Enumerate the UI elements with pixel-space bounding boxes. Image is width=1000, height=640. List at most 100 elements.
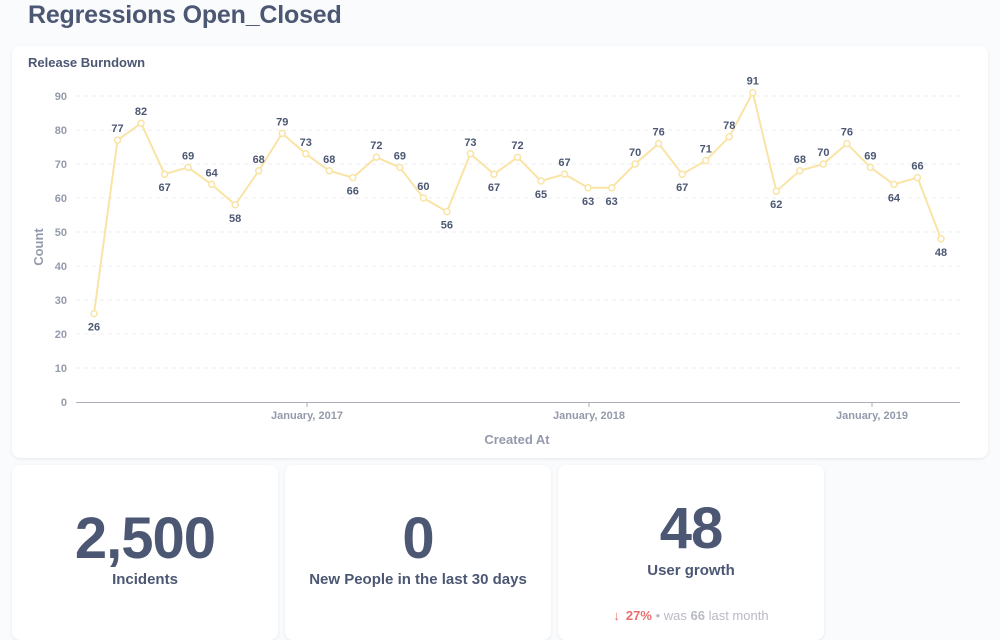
data-point bbox=[490, 170, 498, 178]
y-tick-label: 50 bbox=[55, 227, 67, 239]
data-label: 72 bbox=[370, 140, 382, 152]
data-label: 26 bbox=[88, 322, 100, 334]
trend-separator: • bbox=[655, 608, 661, 623]
user-growth-card[interactable]: 48 User growth ↓ 27% • was 66 last month bbox=[558, 465, 824, 640]
data-label: 58 bbox=[229, 213, 241, 225]
data-label: 63 bbox=[582, 196, 594, 208]
trend-period: last month bbox=[708, 608, 769, 623]
y-tick-label: 30 bbox=[55, 295, 67, 307]
data-point bbox=[584, 184, 592, 192]
data-point bbox=[207, 180, 216, 189]
data-point bbox=[560, 170, 569, 178]
y-tick-label: 40 bbox=[55, 261, 67, 273]
data-label: 69 bbox=[394, 150, 406, 162]
trend-change: 27% bbox=[625, 608, 652, 623]
data-point bbox=[513, 153, 522, 161]
new-people-label[interactable]: New People in the last 30 days bbox=[309, 571, 527, 588]
data-label: 73 bbox=[464, 137, 476, 149]
data-point bbox=[749, 88, 757, 97]
data-label: 78 bbox=[723, 120, 735, 132]
data-point bbox=[466, 150, 475, 158]
data-point bbox=[231, 201, 239, 209]
data-point bbox=[631, 160, 639, 168]
data-label: 68 bbox=[794, 154, 806, 166]
x-tick-label: January, 2019 bbox=[836, 410, 908, 422]
trend-previous-value: 66 bbox=[690, 608, 705, 623]
new-people-value: 0 bbox=[402, 506, 434, 571]
y-tick-label: 60 bbox=[55, 193, 67, 205]
data-label: 70 bbox=[629, 147, 641, 159]
data-point bbox=[678, 170, 686, 178]
data-point bbox=[254, 167, 263, 175]
data-label: 72 bbox=[511, 140, 523, 152]
data-label: 76 bbox=[653, 127, 665, 139]
data-label: 68 bbox=[323, 154, 335, 166]
data-point bbox=[937, 235, 945, 243]
data-point bbox=[160, 170, 169, 178]
y-axis-title: Count bbox=[31, 228, 46, 266]
y-tick-label: 70 bbox=[55, 159, 67, 171]
data-point bbox=[843, 139, 851, 148]
data-label: 64 bbox=[888, 192, 901, 204]
release-burndown-card[interactable]: 0 10 20 30 40 50 60 70 80 90 January, 2017 January,… bbox=[12, 46, 988, 458]
data-point bbox=[184, 163, 192, 172]
user-growth-trend: ↓ 27% • was 66 last month bbox=[558, 608, 824, 623]
page-title: Regressions Open_Closed bbox=[28, 1, 342, 29]
data-label: 71 bbox=[700, 144, 712, 156]
data-label: 70 bbox=[817, 147, 829, 159]
y-tick-label: 10 bbox=[55, 363, 67, 375]
data-label: 65 bbox=[535, 189, 547, 201]
data-label: 73 bbox=[300, 137, 312, 149]
data-point bbox=[302, 150, 310, 158]
x-axis-title: Created At bbox=[484, 432, 550, 447]
data-label: 68 bbox=[253, 154, 265, 166]
data-label: 67 bbox=[558, 157, 570, 169]
data-point bbox=[607, 184, 616, 192]
data-point bbox=[701, 156, 710, 165]
data-point bbox=[654, 139, 663, 148]
data-point bbox=[796, 167, 804, 175]
line-chart: 0 10 20 30 40 50 60 70 80 90 January, 2017 January,… bbox=[31, 76, 960, 447]
data-point bbox=[137, 119, 145, 127]
data-label: 56 bbox=[441, 220, 453, 232]
data-label: 91 bbox=[747, 76, 759, 88]
data-point bbox=[725, 133, 733, 141]
user-growth-label[interactable]: User growth bbox=[647, 562, 735, 579]
data-label: 64 bbox=[206, 167, 219, 179]
data-label: 60 bbox=[417, 181, 429, 193]
data-point bbox=[772, 187, 781, 195]
data-point bbox=[396, 163, 404, 172]
incidents-label[interactable]: Incidents bbox=[112, 571, 178, 588]
data-label: 62 bbox=[770, 199, 782, 211]
data-point bbox=[113, 136, 122, 144]
data-point bbox=[278, 129, 286, 138]
data-label: 79 bbox=[276, 116, 288, 128]
data-label: 67 bbox=[488, 182, 500, 194]
data-point bbox=[372, 153, 381, 161]
data-label: 67 bbox=[676, 182, 688, 194]
data-label: 69 bbox=[864, 150, 876, 162]
data-point bbox=[443, 207, 451, 216]
user-growth-value: 48 bbox=[659, 496, 724, 561]
data-label: 77 bbox=[111, 123, 123, 135]
x-tick-label: January, 2017 bbox=[271, 410, 343, 422]
incidents-card[interactable]: 2,500 Incidents bbox=[12, 465, 278, 640]
data-point bbox=[419, 194, 428, 202]
data-point bbox=[890, 180, 898, 189]
series-line bbox=[93, 89, 942, 314]
y-tick-label: 0 bbox=[61, 397, 67, 409]
data-label: 66 bbox=[911, 161, 923, 173]
y-tick-label: 90 bbox=[55, 91, 67, 103]
new-people-card[interactable]: 0 New People in the last 30 days bbox=[285, 465, 551, 640]
data-point bbox=[913, 173, 922, 182]
arrow-down-icon: ↓ bbox=[613, 608, 620, 623]
data-point bbox=[537, 177, 545, 185]
incidents-value: 2,500 bbox=[74, 506, 216, 571]
data-point bbox=[866, 163, 875, 172]
data-label: 66 bbox=[347, 186, 359, 198]
chart-title[interactable]: Release Burndown bbox=[28, 55, 146, 70]
x-tick-label: January, 2018 bbox=[553, 410, 625, 422]
data-point bbox=[325, 167, 334, 175]
trend-was-text: was bbox=[663, 608, 687, 623]
data-point bbox=[819, 160, 828, 168]
